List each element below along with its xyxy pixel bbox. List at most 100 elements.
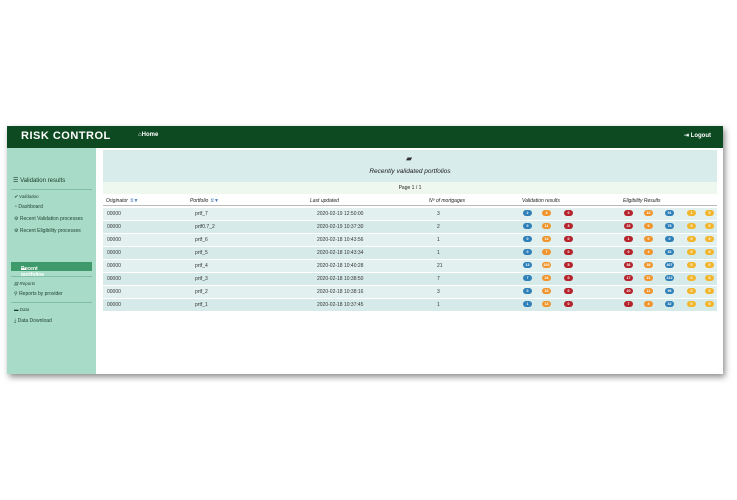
cell-originator: 00000 — [107, 289, 121, 295]
validation-badge: 0 — [564, 210, 573, 216]
eligibility-badge: 4 — [624, 210, 633, 216]
sidebar-item-label: Recent Validation processes — [19, 216, 83, 222]
eligibility-badge: 22 — [624, 223, 633, 229]
eligibility-badge: 0 — [687, 223, 696, 229]
download-icon: ⤓ — [14, 318, 17, 324]
cell-portfolio: prtf_7 — [195, 211, 208, 217]
validation-badge: 13 — [523, 262, 532, 268]
col-label: Originator — [106, 198, 128, 204]
cell-originator: 00000 — [107, 302, 121, 308]
sidebar-item-label: Recent portfolios — [21, 266, 45, 278]
validation-badge: 11 — [542, 223, 551, 229]
eligibility-badge: 11 — [644, 288, 653, 294]
validation-badge: 0 — [564, 301, 573, 307]
sidebar-item-recent-eligibility[interactable]: ⚙ Recent Eligibility processes — [14, 228, 81, 234]
section-label: Reports — [19, 281, 36, 286]
sort-icon[interactable]: ⇅ — [129, 198, 134, 204]
sort-icon[interactable]: ⇅ — [209, 198, 214, 204]
sidebar-item-reports-by-provider[interactable]: ⚲ Reports by provider — [14, 291, 63, 297]
pagination: Page 1 / 1 — [103, 182, 717, 194]
cogs-icon: ⚙ — [14, 216, 19, 222]
cell-mortgages: 21 — [437, 263, 443, 269]
sidebar-item-recent-validation[interactable]: ⚙ Recent Validation processes — [14, 216, 83, 222]
validation-badge: 0 — [564, 249, 573, 255]
sidebar-item-dashboard[interactable]: ◔ Dashboard — [14, 204, 43, 210]
sidebar-item-data-download[interactable]: ⤓ Data Download — [14, 318, 52, 324]
eligibility-badge: 36 — [624, 262, 633, 268]
eligibility-badge: 0 — [705, 288, 714, 294]
validation-badge: 7 — [542, 249, 551, 255]
divider — [11, 189, 92, 190]
eligibility-badge: 0 — [687, 275, 696, 281]
section-data: ▬ Data — [14, 307, 29, 312]
home-label: Home — [141, 132, 159, 138]
eligibility-badge: 212 — [665, 275, 674, 281]
eligibility-badge: 0 — [705, 262, 714, 268]
table-row[interactable]: 00000 prtf_3 2020-02-18 10:38:50 7 7 44 0 17 21 2… — [103, 273, 717, 285]
validation-badge: 1 — [523, 301, 532, 307]
sidebar-title-label: Validation results — [20, 178, 66, 184]
cell-mortgages: 1 — [437, 302, 440, 308]
cell-mortgages: 1 — [437, 250, 440, 256]
eligibility-badge: 39 — [644, 262, 653, 268]
cell-mortgages: 3 — [437, 289, 440, 295]
cell-last-updated: 2020-02-19 10:37:30 — [317, 224, 364, 230]
section-reports: ▤ Reports — [14, 281, 35, 287]
col-header-portfolio[interactable]: Portfolio ⇅▼ — [190, 198, 219, 204]
table-row[interactable]: 00000 prtf_5 2020-02-18 10:43:34 1 0 7 0 0 4 32 0 0 — [103, 247, 717, 259]
table-row[interactable]: 00000 prtf_1 2020-02-18 10:37:45 1 1 14 0 7 4 32 0… — [103, 299, 717, 311]
link-icon: ⚲ — [14, 291, 18, 297]
section-validation: ✔ Validation — [14, 194, 39, 200]
brand-logo[interactable]: RISK CONTROL — [21, 130, 111, 142]
eligibility-badge: 78 — [665, 223, 674, 229]
cell-last-updated: 2020-02-18 10:38:16 — [317, 289, 364, 295]
validation-badge: 420 — [542, 262, 551, 268]
sidebar-title: ☰ Validation results — [13, 177, 65, 184]
top-navbar: RISK CONTROL ⌂Home ⇥ Logout — [7, 126, 723, 148]
col-header-validation: Validation results — [522, 198, 560, 204]
cell-last-updated: 2020-02-18 10:38:50 — [317, 276, 364, 282]
menu-icon: ☰ — [13, 178, 19, 184]
eligibility-badge: 96 — [665, 288, 674, 294]
eligibility-badge: 0 — [705, 301, 714, 307]
sidebar-item-recent-portfolios[interactable]: ▬ Recent portfolios — [11, 262, 92, 278]
validation-badge: 7 — [523, 275, 532, 281]
col-label: Portfolio — [190, 198, 209, 204]
eligibility-badge: 0 — [687, 236, 696, 242]
filter-icon[interactable]: ▼ — [133, 198, 139, 204]
table-row[interactable]: 00000 prtf_7 2020-02-19 12:50:00 3 2 4 0 4 10 91 1… — [103, 208, 717, 220]
cell-portfolio: prtf0.7_2 — [195, 224, 215, 230]
table-row[interactable]: 00000 prtf0.7_2 2020-02-19 10:37:30 2 0 11 3 22… — [103, 221, 717, 233]
cell-mortgages: 2 — [437, 224, 440, 230]
cell-last-updated: 2020-02-18 10:37:45 — [317, 302, 364, 308]
eligibility-badge: 1 — [624, 236, 633, 242]
sidebar: ☰ Validation results ✔ Validation ◔ Dash… — [7, 148, 96, 374]
eligibility-badge: 407 — [665, 262, 674, 268]
table-row[interactable]: 00000 prtf_2 2020-02-18 10:38:16 3 0 15 0 20 11 9… — [103, 286, 717, 298]
filter-icon[interactable]: ▼ — [213, 198, 219, 204]
sidebar-item-label: Reports by provider — [19, 291, 63, 297]
table-row[interactable]: 00000 prtf_4 2020-02-18 10:40:28 21 13 420 5 36… — [103, 260, 717, 272]
panel-title: Recently validated portfolios — [369, 168, 451, 175]
divider — [11, 302, 92, 303]
cell-last-updated: 2020-02-18 10:43:56 — [317, 237, 364, 243]
col-header-last-updated: Last updated — [310, 198, 339, 204]
table-row[interactable]: 00000 prtf_6 2020-02-18 10:43:56 1 0 14 0 1 0 0 0 0 — [103, 234, 717, 246]
cell-last-updated: 2020-02-19 12:50:00 — [317, 211, 364, 217]
cell-portfolio: prtf_3 — [195, 276, 208, 282]
home-link[interactable]: ⌂Home — [138, 132, 158, 138]
sidebar-item-label: Recent Eligibility processes — [19, 228, 81, 234]
eligibility-badge: 0 — [624, 249, 633, 255]
cell-originator: 00000 — [107, 250, 121, 256]
validation-badge: 5 — [564, 262, 573, 268]
eligibility-badge: 21 — [644, 275, 653, 281]
validation-badge: 4 — [542, 210, 551, 216]
col-header-originator[interactable]: Originator ⇅▼ — [106, 198, 139, 204]
validation-badge: 14 — [542, 301, 551, 307]
eligibility-badge: 4 — [644, 249, 653, 255]
logout-link[interactable]: ⇥ Logout — [684, 132, 711, 139]
cell-portfolio: prtf_2 — [195, 289, 208, 295]
cell-portfolio: prtf_6 — [195, 237, 208, 243]
eligibility-badge: 20 — [624, 288, 633, 294]
sidebar-item-label: Data Download — [17, 318, 52, 324]
